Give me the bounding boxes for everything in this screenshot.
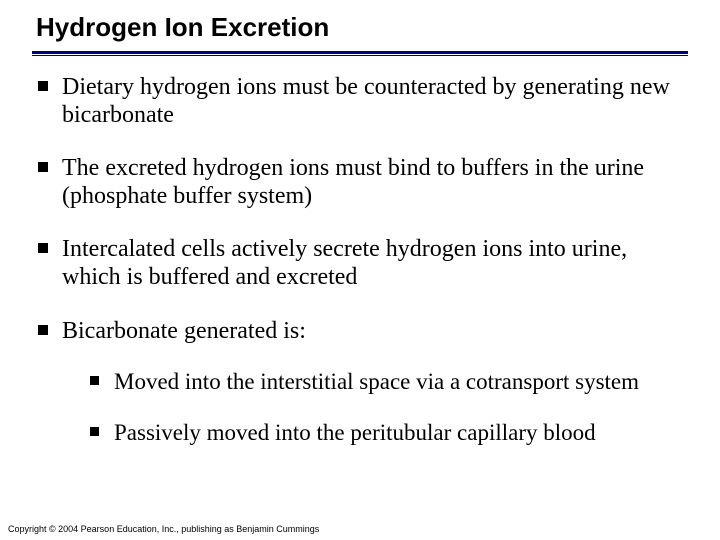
list-item: Bicarbonate generated is: Moved into the…	[38, 318, 690, 446]
list-item: Moved into the interstitial space via a …	[90, 369, 690, 395]
bullet-text: Passively moved into the peritubular cap…	[114, 420, 596, 445]
bullet-text: Dietary hydrogen ions must be counteract…	[62, 74, 670, 128]
copyright-text: Copyright © 2004 Pearson Education, Inc.…	[8, 524, 319, 534]
bullet-list: Dietary hydrogen ions must be counteract…	[30, 74, 690, 446]
bullet-text: Moved into the interstitial space via a …	[114, 369, 639, 394]
sub-bullet-list: Moved into the interstitial space via a …	[62, 369, 690, 446]
slide: Hydrogen Ion Excretion Dietary hydrogen …	[0, 0, 720, 540]
slide-title: Hydrogen Ion Excretion	[30, 12, 690, 49]
list-item: Dietary hydrogen ions must be counteract…	[38, 74, 690, 129]
list-item: The excreted hydrogen ions must bind to …	[38, 155, 690, 210]
bullet-text: The excreted hydrogen ions must bind to …	[62, 155, 644, 209]
bullet-text: Bicarbonate generated is:	[62, 318, 306, 344]
list-item: Intercalated cells actively secrete hydr…	[38, 236, 690, 291]
list-item: Passively moved into the peritubular cap…	[90, 420, 690, 446]
title-rule	[30, 51, 690, 56]
bullet-text: Intercalated cells actively secrete hydr…	[62, 236, 627, 290]
